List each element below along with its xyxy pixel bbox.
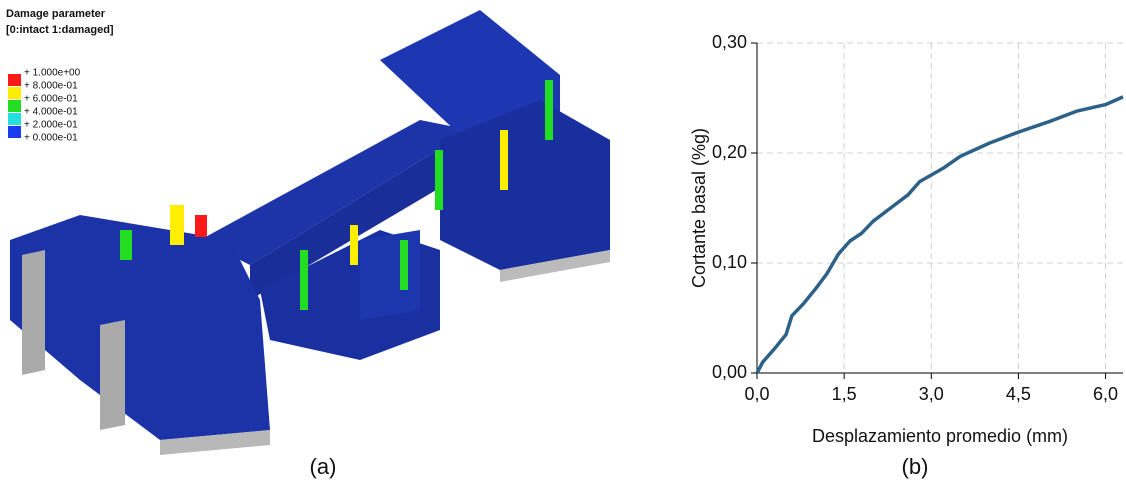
y-tick-label: 0,30 [712, 32, 747, 52]
fe-model [10, 10, 610, 455]
model-tower [380, 10, 560, 135]
data-line [755, 95, 1124, 374]
legend-swatch [8, 100, 21, 112]
y-tick-label: 0,00 [712, 362, 747, 382]
legend-swatch [8, 87, 21, 99]
damage-patch [435, 150, 443, 210]
damage-patch [300, 250, 308, 310]
legend-label: + 6.000e-01 [24, 94, 78, 105]
x-axis-label: Desplazamiento promedio (mm) [812, 426, 1068, 446]
legend-title: Damage parameter [6, 8, 106, 20]
damage-patch [545, 80, 553, 140]
model-wing [10, 215, 270, 440]
legend-swatch [8, 126, 21, 138]
model-base [160, 430, 270, 455]
y-tick-label: 0,10 [712, 252, 747, 272]
model-pillar [100, 320, 125, 430]
x-tick-label: 3,0 [919, 384, 944, 404]
y-axis-label: Cortante basal (%g) [689, 128, 709, 288]
model-pillar [22, 250, 45, 375]
model-roof [200, 120, 470, 265]
damage-patch [120, 230, 132, 260]
legend-label: + 1.000e+00 [24, 68, 81, 79]
model-block [440, 100, 610, 270]
x-tick-label: 4,5 [1006, 384, 1031, 404]
legend-label: + 2.000e-01 [24, 120, 78, 131]
legend-subtitle: [0:intact 1:damaged] [6, 24, 114, 36]
damage-patch [500, 130, 508, 190]
x-tick-label: 1,5 [832, 384, 857, 404]
damage-patch [170, 205, 184, 245]
caption: (a) [310, 454, 337, 479]
legend-swatch [8, 113, 21, 125]
model-base [500, 250, 610, 282]
legend-swatch [8, 74, 21, 86]
damage-patch [400, 240, 408, 290]
x-tick-label: 0,0 [744, 384, 769, 404]
legend-label: + 8.000e-01 [24, 81, 78, 92]
legend-label: + 4.000e-01 [24, 107, 78, 118]
x-tick-label: 6,0 [1093, 384, 1118, 404]
damage-patch [195, 215, 207, 237]
model-block [360, 230, 420, 320]
legend-label: + 0.000e-01 [24, 133, 78, 144]
y-tick-label: 0,20 [712, 142, 747, 162]
caption: (b) [902, 454, 929, 479]
damage-patch [350, 225, 358, 265]
